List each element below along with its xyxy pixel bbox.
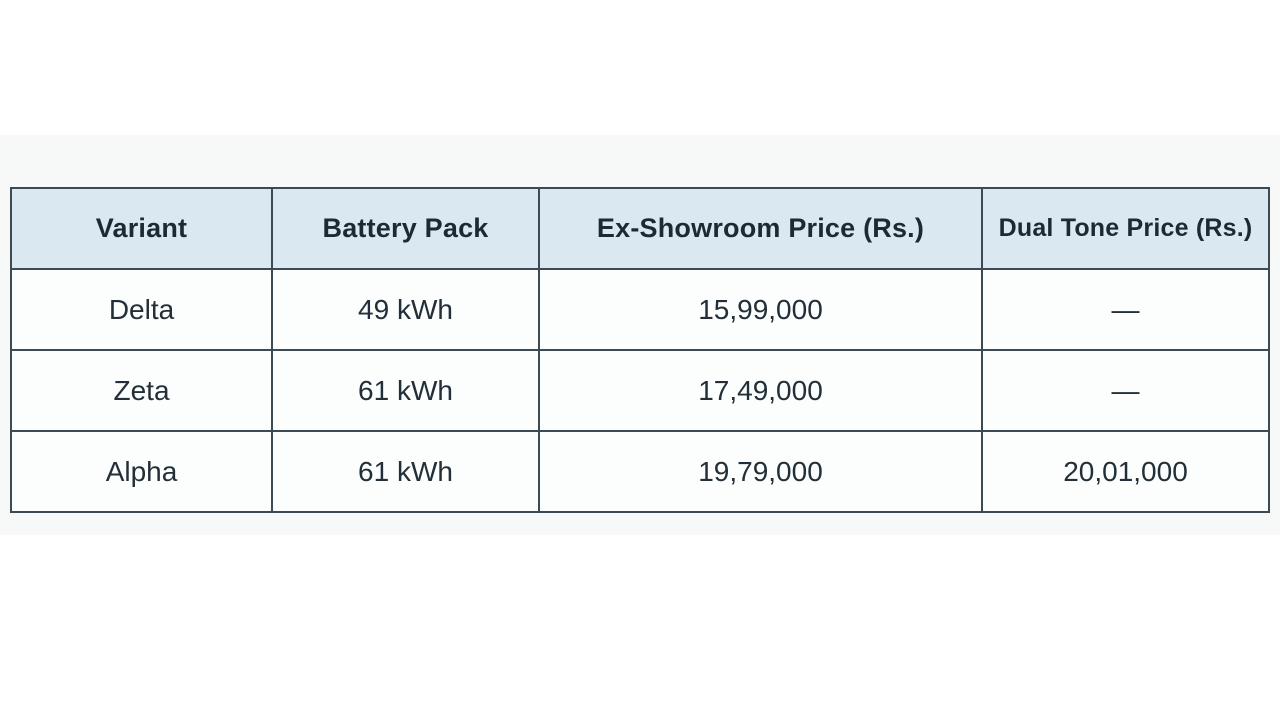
header-cell-variant: Variant bbox=[10, 187, 273, 270]
cell-dualtone: — bbox=[981, 349, 1270, 432]
cell-dualtone: 20,01,000 bbox=[981, 430, 1270, 513]
cell-dualtone: — bbox=[981, 268, 1270, 351]
cell-exprice: 17,49,000 bbox=[538, 349, 983, 432]
cell-battery: 61 kWh bbox=[271, 349, 540, 432]
cell-battery: 61 kWh bbox=[271, 430, 540, 513]
cell-exprice: 19,79,000 bbox=[538, 430, 983, 513]
cell-variant: Zeta bbox=[10, 349, 273, 432]
cell-battery: 49 kWh bbox=[271, 268, 540, 351]
variant-price-table: Variant Battery Pack Ex-Showroom Price (… bbox=[10, 187, 1270, 513]
header-cell-exshowroom: Ex-Showroom Price (Rs.) bbox=[538, 187, 983, 270]
header-cell-dualtone: Dual Tone Price (Rs.) bbox=[981, 187, 1270, 270]
table-row-delta: Delta 49 kWh 15,99,000 — bbox=[10, 268, 1270, 351]
cell-variant: Delta bbox=[10, 268, 273, 351]
table-row-zeta: Zeta 61 kWh 17,49,000 — bbox=[10, 349, 1270, 432]
header-row: Variant Battery Pack Ex-Showroom Price (… bbox=[10, 187, 1270, 270]
header-cell-battery-pack: Battery Pack bbox=[271, 187, 540, 270]
table-row-alpha: Alpha 61 kWh 19,79,000 20,01,000 bbox=[10, 430, 1270, 513]
cell-exprice: 15,99,000 bbox=[538, 268, 983, 351]
cell-variant: Alpha bbox=[10, 430, 273, 513]
